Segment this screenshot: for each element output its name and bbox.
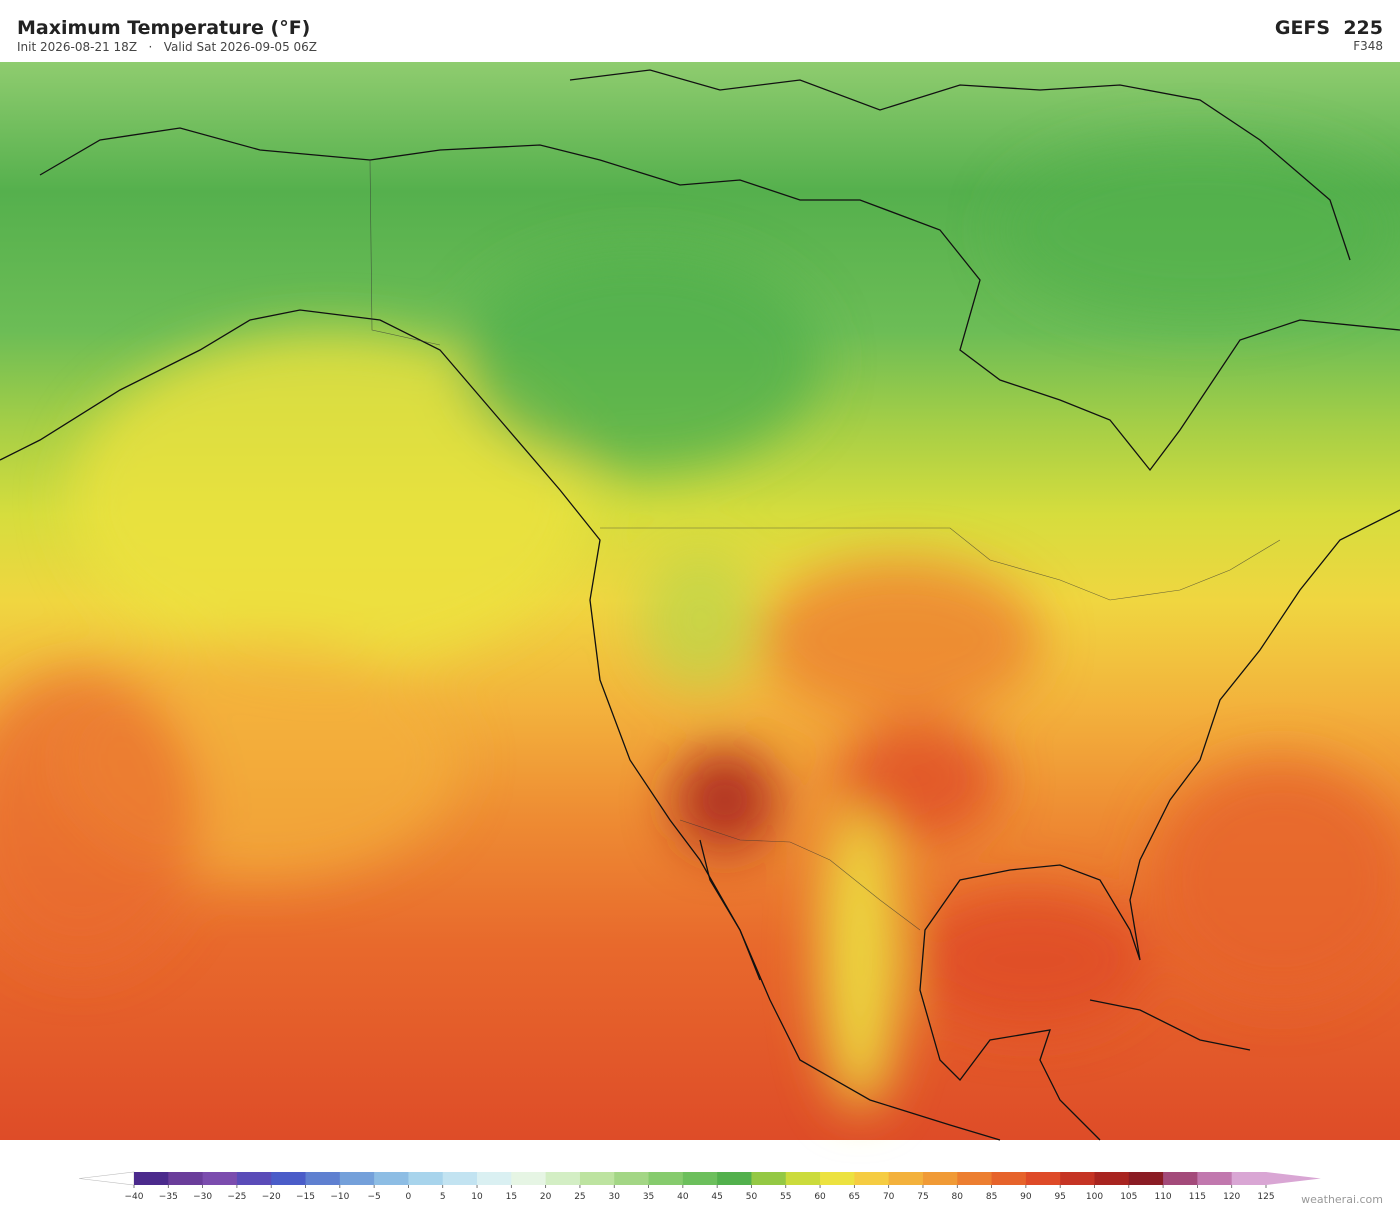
colorbar-tick-label: 115 xyxy=(1189,1192,1206,1202)
borders xyxy=(369,159,1281,931)
colorbar-tick-label: −10 xyxy=(330,1192,349,1202)
colorbar-under xyxy=(79,1171,135,1186)
colorbar-tick-label: −30 xyxy=(193,1192,212,1202)
colorbar-tick-label: 100 xyxy=(1086,1192,1103,1202)
coastlines xyxy=(0,69,1400,1141)
colorbar-bin xyxy=(785,1172,821,1185)
colorbar-bin xyxy=(922,1172,958,1185)
colorbar-tick-label: −20 xyxy=(262,1192,281,1202)
colorbar-bin xyxy=(957,1172,993,1185)
colorbar-tick-label: 75 xyxy=(917,1192,928,1202)
colorbar-bin xyxy=(339,1172,375,1185)
colorbar-tick-label: 0 xyxy=(406,1192,412,1202)
credit: weatherai.com xyxy=(1301,1193,1383,1206)
colorbar-bin xyxy=(134,1172,169,1185)
colorbar-bin xyxy=(820,1172,855,1185)
colorbar-bin xyxy=(717,1172,752,1185)
subtitle: Init 2026-08-21 18Z · Valid Sat 2026-09-… xyxy=(17,40,317,54)
colorbar-tick-label: −25 xyxy=(227,1192,246,1202)
colorbar-bin xyxy=(1094,1172,1130,1185)
title: Maximum Temperature (°F) xyxy=(17,17,310,39)
colorbar: −40 −35 −30 −25 −20 −15 −10 −5 0 5 10 15 20 25 30 35 40 4… xyxy=(79,1171,1321,1202)
colorbar-bin xyxy=(682,1172,718,1185)
colorbar-bin xyxy=(442,1172,478,1185)
colorbar-bin xyxy=(1197,1172,1233,1185)
colorbar-bin xyxy=(1060,1172,1095,1185)
colorbar-tick-label: 80 xyxy=(952,1192,964,1202)
colorbar-tick-label: 5 xyxy=(440,1192,446,1202)
colorbar-tick-label: 65 xyxy=(849,1192,860,1202)
colorbar-bin xyxy=(1163,1172,1198,1185)
colorbar-tick-label: 35 xyxy=(643,1192,654,1202)
temperature-anomalies xyxy=(0,140,1400,1110)
colorbar-bin xyxy=(648,1172,684,1185)
colorbar-tick-label: 30 xyxy=(609,1192,621,1202)
colorbar-tick-label: 85 xyxy=(986,1192,997,1202)
colorbar-tick-label: 25 xyxy=(574,1192,585,1202)
colorbar-tick-label: 15 xyxy=(506,1192,517,1202)
colorbar-over xyxy=(1266,1172,1321,1185)
colorbar-tick-label: 20 xyxy=(540,1192,552,1202)
colorbar-bin xyxy=(511,1172,547,1185)
colorbar-tick-label: 55 xyxy=(780,1192,791,1202)
colorbar-tick-label: 45 xyxy=(711,1192,722,1202)
colorbar-tick-label: −40 xyxy=(125,1192,144,1202)
colorbar-bin xyxy=(545,1172,581,1185)
colorbar-bin xyxy=(854,1172,890,1185)
colorbar-tick-label: 10 xyxy=(471,1192,483,1202)
colorbar-bin xyxy=(1231,1172,1267,1185)
colorbar-tick-label: 95 xyxy=(1054,1192,1065,1202)
colorbar-bin xyxy=(305,1172,341,1185)
colorbar-bin xyxy=(477,1172,512,1185)
model: GEFS 225 xyxy=(1275,17,1383,39)
colorbar-tick-label: 125 xyxy=(1257,1192,1274,1202)
colorbar-bin xyxy=(614,1172,650,1185)
colorbar-tick-label: 105 xyxy=(1120,1192,1137,1202)
colorbar-bin xyxy=(579,1172,615,1185)
colorbar-bin xyxy=(168,1172,204,1185)
map xyxy=(0,62,1400,1141)
colorbar-bin xyxy=(1025,1172,1061,1185)
colorbar-bin xyxy=(271,1172,307,1185)
colorbar-bin xyxy=(1128,1172,1164,1185)
colorbar-tick-label: 40 xyxy=(677,1192,689,1202)
colorbar-tick-label: 50 xyxy=(746,1192,758,1202)
colorbar-tick-label: −35 xyxy=(159,1192,178,1202)
colorbar-tick-label: 110 xyxy=(1154,1192,1171,1202)
colorbar-bin xyxy=(202,1172,238,1185)
colorbar-tick-label: 60 xyxy=(814,1192,826,1202)
colorbar-bin xyxy=(374,1172,409,1185)
colorbar-bin xyxy=(408,1172,444,1185)
colorbar-bin xyxy=(991,1172,1027,1185)
colorbar-bin xyxy=(751,1172,787,1185)
colorbar-bin xyxy=(236,1172,272,1185)
colorbar-bin xyxy=(888,1172,924,1185)
colorbar-tick-label: −5 xyxy=(367,1192,380,1202)
forecast-hour: F348 xyxy=(1353,39,1383,53)
colorbar-tick-label: −15 xyxy=(296,1192,315,1202)
colorbar-tick-label: 70 xyxy=(883,1192,895,1202)
colorbar-tick-label: 90 xyxy=(1020,1192,1032,1202)
colorbar-tick-label: 120 xyxy=(1223,1192,1240,1202)
